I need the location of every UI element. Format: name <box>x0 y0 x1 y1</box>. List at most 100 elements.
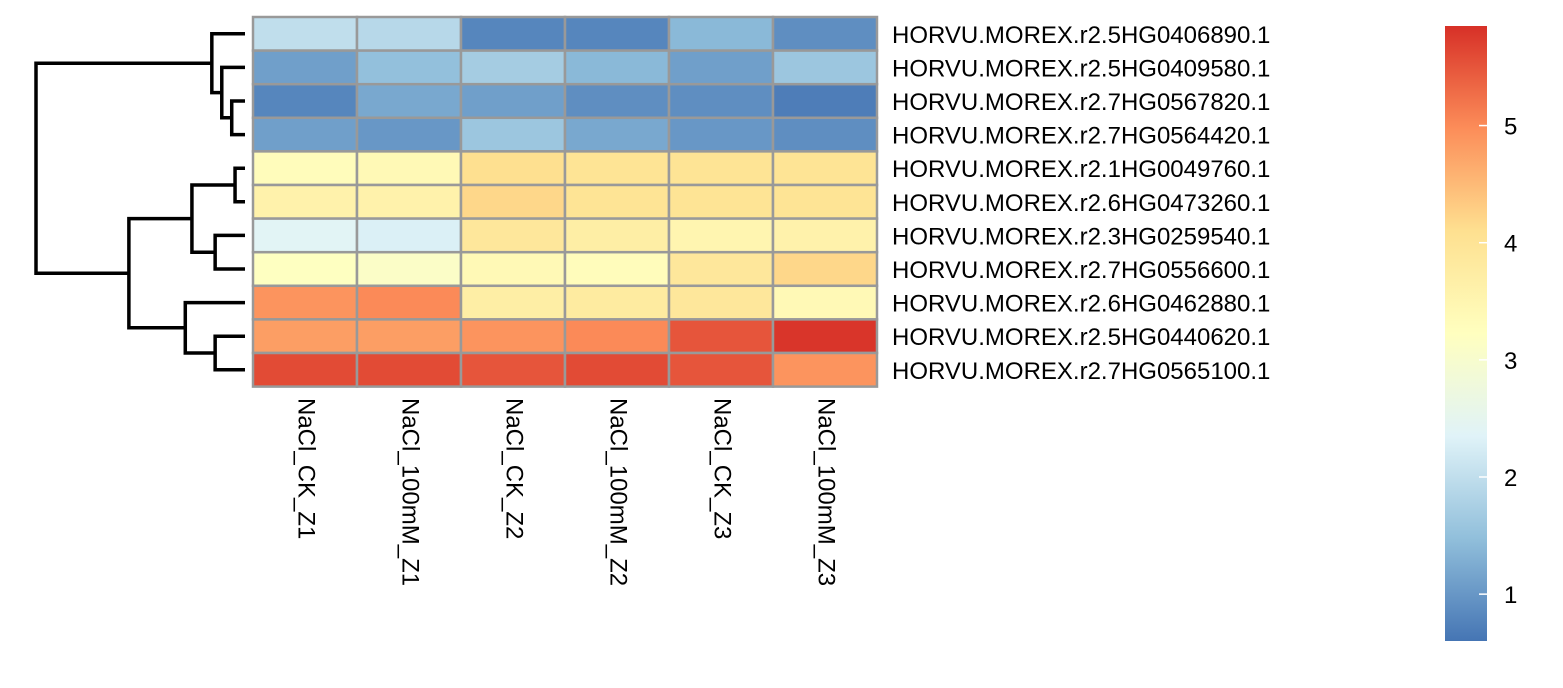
column-label: NaCl_CK_Z1 <box>293 398 320 539</box>
row-label: HORVU.MOREX.r2.5HG0406890.1 <box>892 22 1270 49</box>
heatmap-cell <box>355 284 463 321</box>
heatmap-cell <box>667 318 775 355</box>
row-dendrogram <box>34 32 245 372</box>
heatmap-cell <box>771 318 879 355</box>
heatmap-cell <box>563 82 671 120</box>
heatmap-cell <box>459 183 567 220</box>
heatmap-cell <box>355 217 463 254</box>
row-labels: HORVU.MOREX.r2.5HG0406890.1 HORVU.MOREX.r… <box>892 22 1270 385</box>
dendrogram-branch <box>233 166 245 204</box>
heatmap-cell <box>667 49 775 86</box>
heatmap-cell <box>459 284 567 321</box>
heatmap-cell <box>459 217 567 254</box>
heatmap-cell <box>251 116 359 153</box>
heatmap-cell <box>251 217 359 254</box>
heatmap-cell <box>251 183 359 220</box>
heatmap-cell <box>355 49 463 86</box>
legend-tick-label: 3 <box>1504 348 1517 375</box>
row-label: HORVU.MOREX.r2.7HG0567820.1 <box>892 89 1270 116</box>
color-legend-bar <box>1445 26 1487 641</box>
heatmap-cell <box>563 183 671 220</box>
heatmap-cell <box>251 82 359 120</box>
heatmap-cell <box>459 351 567 388</box>
heatmap-cell <box>459 49 567 86</box>
heatmap-cell <box>667 150 775 187</box>
dendrogram-branch <box>213 233 245 271</box>
heatmap-cell <box>459 116 567 153</box>
heatmap-cell <box>667 217 775 254</box>
heatmap-cell <box>355 183 463 220</box>
heatmap-cell <box>355 116 463 153</box>
heatmap-cell <box>667 82 775 120</box>
heatmap-cell <box>771 183 879 220</box>
heatmap-cell <box>771 49 879 86</box>
heatmap-cell <box>459 150 567 187</box>
heatmap-cell <box>355 150 463 187</box>
heatmap-cell <box>459 15 567 52</box>
heatmap-cell <box>563 318 671 355</box>
heatmap-cell <box>251 284 359 321</box>
heatmap-cell <box>459 318 567 355</box>
column-label: NaCl_100mM_Z1 <box>397 398 424 586</box>
column-label: NaCl_CK_Z3 <box>709 398 736 539</box>
heatmap-cell <box>563 250 671 288</box>
heatmap-cell <box>459 250 567 288</box>
heatmap-cell <box>459 82 567 120</box>
heatmap-cell <box>771 150 879 187</box>
row-label: HORVU.MOREX.r2.7HG0564420.1 <box>892 123 1270 150</box>
heatmap-cell <box>251 351 359 388</box>
column-labels: NaCl_CK_Z1 NaCl_100mM_Z1 NaCl_CK_Z2 NaCl_10… <box>293 398 840 586</box>
row-label: HORVU.MOREX.r2.7HG0565100.1 <box>892 358 1270 385</box>
row-label: HORVU.MOREX.r2.5HG0440620.1 <box>892 324 1270 351</box>
heatmap-cell <box>251 15 359 52</box>
heatmap-cell <box>563 116 671 153</box>
heatmap-cell <box>667 351 775 388</box>
heatmap-cell <box>667 15 775 52</box>
dendrogram-branch <box>183 300 245 355</box>
column-label: NaCl_CK_Z2 <box>501 398 528 539</box>
heatmap-cell <box>563 351 671 388</box>
heatmap-cell <box>251 49 359 86</box>
heatmap-cell <box>771 15 879 52</box>
heatmap-cell <box>771 250 879 288</box>
row-label: HORVU.MOREX.r2.5HG0409580.1 <box>892 55 1270 82</box>
heatmap-cell <box>563 284 671 321</box>
column-label: NaCl_100mM_Z3 <box>813 398 840 586</box>
legend-tick-label: 1 <box>1504 582 1517 609</box>
heatmap-cell <box>563 217 671 254</box>
heatmap-cell <box>667 250 775 288</box>
dendrogram-branch <box>229 99 245 137</box>
row-label: HORVU.MOREX.r2.3HG0259540.1 <box>892 223 1270 250</box>
row-label: HORVU.MOREX.r2.6HG0462880.1 <box>892 291 1270 318</box>
row-label: HORVU.MOREX.r2.7HG0556600.1 <box>892 257 1270 284</box>
dendrogram-branch <box>213 334 245 372</box>
color-legend: 1 2 3 4 5 <box>1445 26 1517 641</box>
legend-tick-label: 2 <box>1504 465 1517 492</box>
heatmap-cell <box>667 116 775 153</box>
dendrogram-branch <box>210 32 245 95</box>
heatmap-cell <box>771 217 879 254</box>
heatmap-cell <box>563 15 671 52</box>
heatmap-cell <box>771 284 879 321</box>
heatmap-cell <box>355 82 463 120</box>
heatmap-cell <box>667 183 775 220</box>
dendrogram-branch <box>127 216 192 330</box>
heatmap-cell <box>563 150 671 187</box>
heatmap-cells <box>251 15 879 388</box>
dendrogram-branch <box>220 65 245 120</box>
legend-tick-label: 4 <box>1504 231 1517 258</box>
heatmap-cell <box>667 284 775 321</box>
column-label: NaCl_100mM_Z2 <box>605 398 632 586</box>
heatmap-cell <box>355 351 463 388</box>
dendrogram-branch <box>34 61 212 275</box>
heatmap-cell <box>355 15 463 52</box>
row-label: HORVU.MOREX.r2.6HG0473260.1 <box>892 190 1270 217</box>
row-label: HORVU.MOREX.r2.1HG0049760.1 <box>892 156 1270 183</box>
legend-tick-label: 5 <box>1504 114 1517 141</box>
heatmap-cell <box>563 49 671 86</box>
heatmap-cell <box>355 250 463 288</box>
dendrogram-branch <box>190 183 236 254</box>
heatmap-cell <box>355 318 463 355</box>
heatmap-cell <box>251 150 359 187</box>
